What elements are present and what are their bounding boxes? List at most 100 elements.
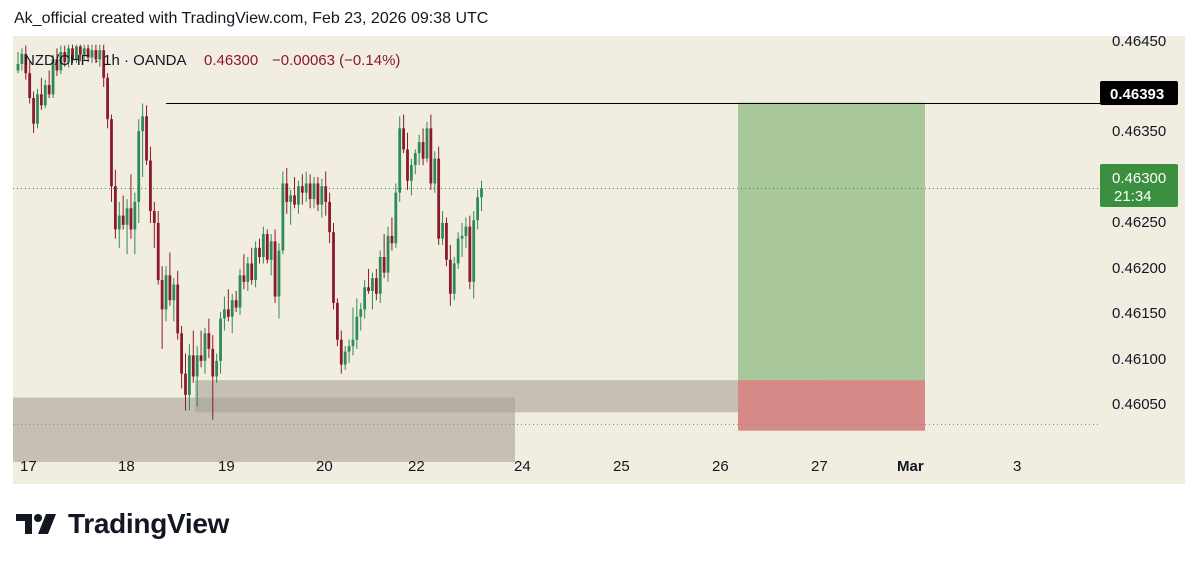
candle-body — [394, 192, 398, 244]
candle-body — [297, 186, 300, 205]
last-price-tag-countdown: 21:34 — [1114, 188, 1152, 205]
last-price-tag-value: 0.46300 — [1112, 170, 1166, 187]
candle-body — [445, 222, 448, 260]
candle-body — [261, 234, 265, 257]
candle-body — [39, 94, 43, 106]
candle-body — [176, 284, 180, 334]
time-axis-label: 20 — [316, 458, 333, 475]
time-axis-label: 17 — [20, 458, 37, 475]
candle-body — [242, 275, 246, 282]
price-axis-label: 0.46050 — [1112, 396, 1166, 413]
candle-body — [281, 183, 285, 251]
candle-body — [371, 278, 374, 291]
candle-body — [172, 284, 176, 301]
price-axis-label: 0.46450 — [1112, 33, 1166, 50]
candle-body — [300, 186, 304, 193]
price-axis-label: 0.46200 — [1112, 260, 1166, 277]
candle-body — [273, 241, 277, 297]
candle-body — [113, 186, 117, 230]
candle-body — [152, 211, 156, 223]
candles-layer — [16, 44, 483, 420]
candle-body — [312, 183, 316, 200]
candle-body — [347, 346, 351, 352]
candle-body — [145, 116, 148, 161]
candle-body — [180, 333, 183, 374]
candle-body — [98, 50, 102, 60]
time-axis[interactable]: 17 18 19 20 22 24 25 26 27 Mar 3 — [20, 458, 1021, 475]
candle-body — [343, 351, 347, 365]
candle-body — [47, 85, 51, 95]
candle-body — [110, 119, 113, 187]
candle-body — [269, 241, 273, 260]
candle-body — [238, 275, 242, 308]
time-axis-label: 22 — [408, 458, 425, 475]
candle-body — [67, 48, 71, 63]
level-price-tag-label: 0.46393 — [1110, 86, 1164, 103]
candle-body — [406, 149, 409, 181]
candle-body — [199, 355, 203, 361]
time-axis-label: 18 — [118, 458, 135, 475]
candle-body — [285, 183, 289, 202]
candle-body — [36, 94, 39, 124]
candle-body — [211, 348, 215, 377]
last-price-tag — [1100, 164, 1178, 207]
candle-body — [441, 222, 444, 239]
candle-body — [86, 48, 90, 58]
candle-body — [456, 238, 460, 264]
candle-body — [106, 77, 109, 120]
candle-body — [448, 259, 452, 294]
candle-body — [137, 131, 141, 202]
candle-body — [223, 309, 226, 319]
candle-body — [184, 373, 187, 395]
candle-body — [367, 287, 370, 291]
zones-layer — [13, 380, 821, 462]
candle-body — [43, 85, 47, 106]
candle-body — [234, 300, 238, 308]
candle-body — [102, 50, 106, 78]
candle-body — [382, 256, 386, 273]
symbol-legend[interactable]: NZD/CHF · 1h · OANDA — [24, 52, 187, 69]
candle-body — [265, 234, 269, 260]
candle-body — [215, 360, 219, 377]
candle-body — [246, 263, 250, 282]
candle-body — [203, 333, 207, 361]
time-axis-label: Mar — [897, 458, 924, 475]
candle-body — [20, 53, 24, 64]
candle-body — [75, 46, 78, 60]
candle-body — [168, 275, 172, 301]
candle-body — [82, 48, 86, 55]
legend-change: −0.00063 (−0.14%) — [272, 52, 400, 69]
candle-body — [160, 279, 164, 310]
candle-body — [429, 128, 433, 184]
candle-body — [413, 153, 417, 166]
candle-body — [468, 226, 472, 282]
candle-body — [141, 116, 145, 132]
candle-body — [351, 339, 355, 347]
candle-body — [277, 250, 281, 297]
position-stop-area[interactable] — [738, 380, 925, 431]
candle-body — [421, 142, 425, 159]
demand-zone-narrow[interactable] — [195, 380, 821, 413]
candle-body — [63, 52, 67, 63]
long-position-tool[interactable] — [738, 102, 925, 431]
tradingview-brand-text: TradingView — [68, 508, 230, 539]
candle-body — [324, 186, 328, 202]
candle-body — [398, 128, 402, 193]
candle-body — [226, 309, 230, 317]
candle-body — [480, 188, 483, 198]
candle-body — [378, 256, 382, 294]
chart[interactable]: NZD/CHF · 1h · OANDA 0.46300 −0.00063 (−… — [0, 0, 1199, 500]
candle-body — [417, 142, 421, 154]
legend-price: 0.46300 — [204, 52, 258, 69]
candle-body — [476, 197, 480, 221]
candle-body — [390, 235, 394, 244]
candle-body — [339, 339, 343, 365]
tradingview-logo[interactable]: TradingView — [16, 508, 229, 540]
price-axis[interactable]: 0.46450 0.46350 0.46250 0.46200 0.46150 … — [1112, 33, 1166, 413]
candle-body — [207, 333, 211, 349]
candle-body — [59, 52, 63, 71]
candle-body — [258, 247, 261, 257]
position-target-area[interactable] — [738, 102, 925, 381]
candle-body — [90, 50, 94, 58]
candle-body — [386, 235, 390, 273]
